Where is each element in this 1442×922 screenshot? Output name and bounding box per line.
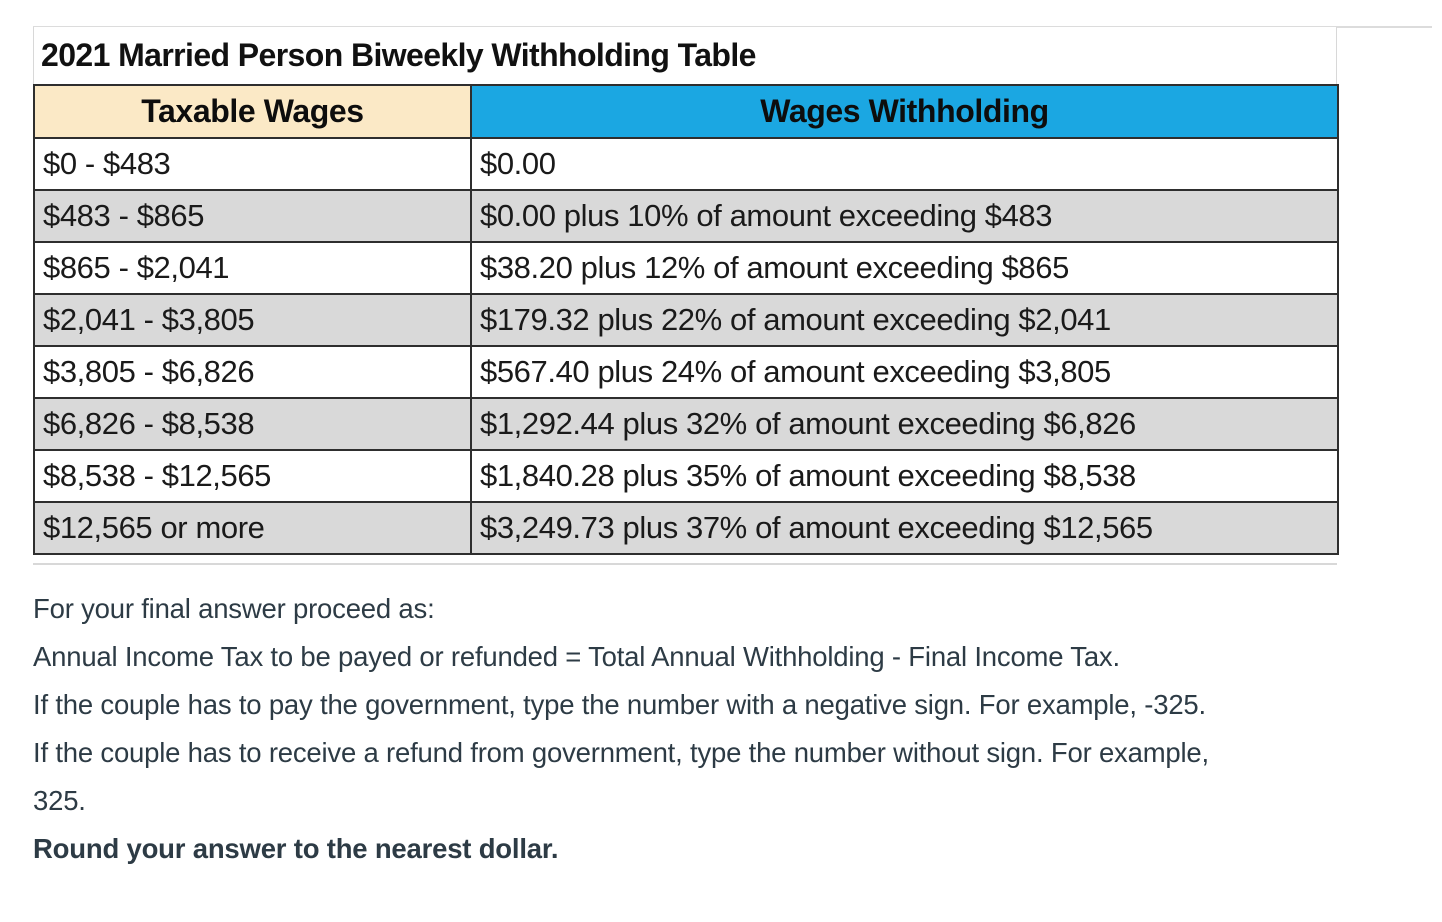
taxable-wages-cell: $12,565 or more (33, 501, 472, 555)
wages-withholding-cell: $0.00 (470, 137, 1339, 191)
taxable-wages-cell: $2,041 - $3,805 (33, 293, 472, 347)
gridline-below-table (33, 563, 1337, 565)
wages-withholding-cell: $0.00 plus 10% of amount exceeding $483 (470, 189, 1339, 243)
instruction-line: 325. (33, 785, 86, 816)
table-row: $0 - $483 $0.00 (33, 137, 1339, 191)
instruction-line: For your final answer proceed as: (33, 593, 435, 624)
taxable-wages-cell: $0 - $483 (33, 137, 472, 191)
table-title: 2021 Married Person Biweekly Withholding… (33, 27, 1337, 84)
wages-withholding-cell: $38.20 plus 12% of amount exceeding $865 (470, 241, 1339, 295)
wages-withholding-header: Wages Withholding (470, 84, 1339, 139)
taxable-wages-cell: $3,805 - $6,826 (33, 345, 472, 399)
wages-withholding-cell: $179.32 plus 22% of amount exceeding $2,… (470, 293, 1339, 347)
table-row: $8,538 - $12,565 $1,840.28 plus 35% of a… (33, 449, 1339, 503)
table-row: $2,041 - $3,805 $179.32 plus 22% of amou… (33, 293, 1339, 347)
wages-withholding-cell: $1,840.28 plus 35% of amount exceeding $… (470, 449, 1339, 503)
withholding-sheet: 2021 Married Person Biweekly Withholding… (33, 27, 1339, 555)
instruction-line: If the couple has to pay the government,… (33, 689, 1206, 720)
taxable-wages-header: Taxable Wages (33, 84, 472, 139)
taxable-wages-cell: $8,538 - $12,565 (33, 449, 472, 503)
taxable-wages-cell: $865 - $2,041 (33, 241, 472, 295)
table-row: $865 - $2,041 $38.20 plus 12% of amount … (33, 241, 1339, 295)
table-row: $12,565 or more $3,249.73 plus 37% of am… (33, 501, 1339, 555)
table-row: $3,805 - $6,826 $567.40 plus 24% of amou… (33, 345, 1339, 399)
table-row: $6,826 - $8,538 $1,292.44 plus 32% of am… (33, 397, 1339, 451)
instruction-line: Annual Income Tax to be payed or refunde… (33, 641, 1120, 672)
instruction-line: If the couple has to receive a refund fr… (33, 737, 1209, 768)
wages-withholding-cell: $1,292.44 plus 32% of amount exceeding $… (470, 397, 1339, 451)
instruction-line-bold: Round your answer to the nearest dollar. (33, 833, 559, 864)
instructions: For your final answer proceed as: Annual… (33, 585, 1433, 873)
taxable-wages-cell: $483 - $865 (33, 189, 472, 243)
withholding-table: Taxable Wages Wages Withholding $0 - $48… (33, 84, 1339, 555)
wages-withholding-cell: $3,249.73 plus 37% of amount exceeding $… (470, 501, 1339, 555)
taxable-wages-cell: $6,826 - $8,538 (33, 397, 472, 451)
table-row: $483 - $865 $0.00 plus 10% of amount exc… (33, 189, 1339, 243)
wages-withholding-cell: $567.40 plus 24% of amount exceeding $3,… (470, 345, 1339, 399)
table-header-row: Taxable Wages Wages Withholding (33, 84, 1339, 139)
